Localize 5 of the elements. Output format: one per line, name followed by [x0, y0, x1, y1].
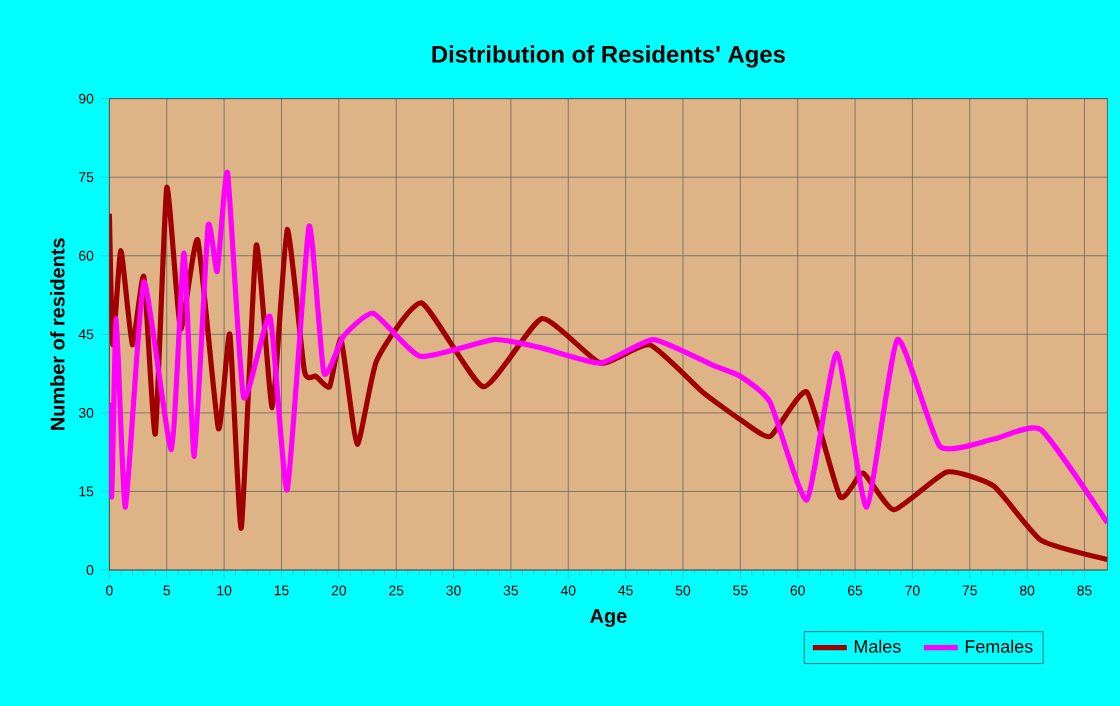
- legend-label: Males: [854, 639, 901, 653]
- chart-title: Distribution of Residents' Ages: [432, 45, 785, 68]
- x-axis-title: Age: [590, 609, 627, 628]
- y-axis-title: Number of residents: [50, 238, 65, 430]
- legend-label: Females: [965, 639, 1033, 653]
